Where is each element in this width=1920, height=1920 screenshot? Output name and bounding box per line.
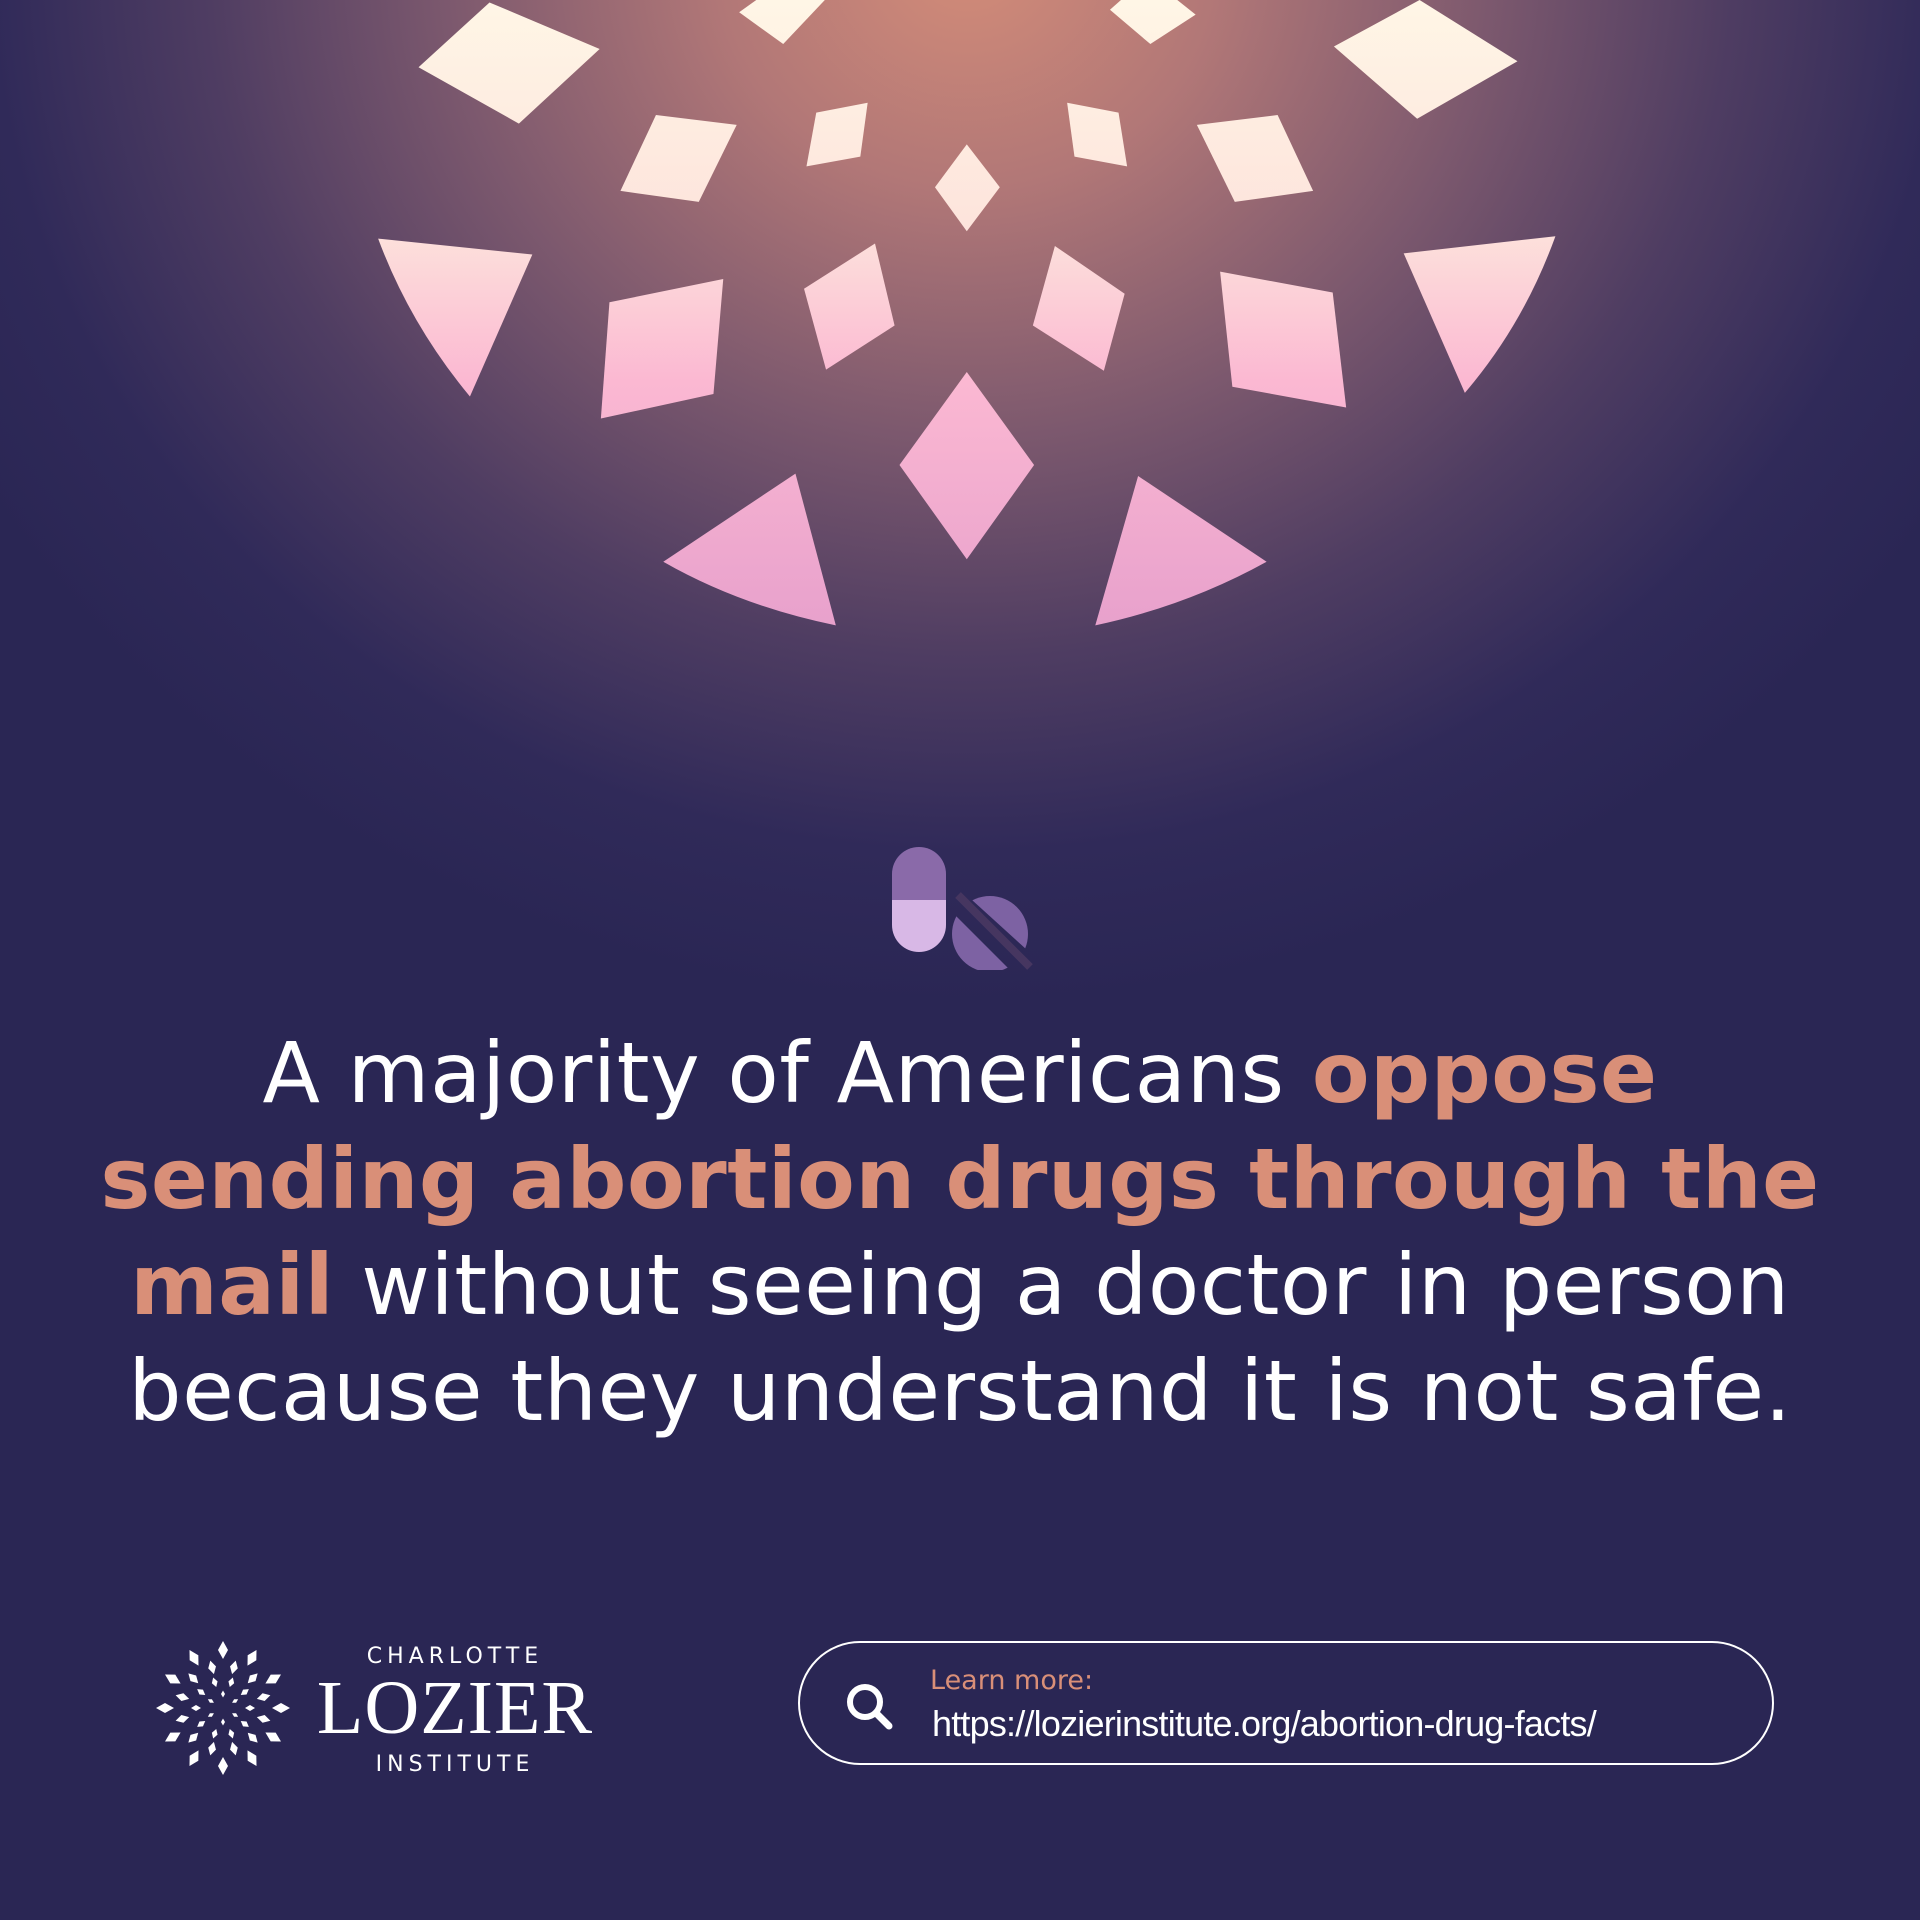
logo-mark-diamond (240, 1689, 249, 1696)
logo-mark-diamond (228, 1728, 235, 1739)
logo-mark-diamond (221, 1690, 225, 1698)
shape (739, 0, 825, 45)
shape (1067, 102, 1128, 167)
shape (600, 279, 724, 419)
logo-mark-diamond (256, 1693, 271, 1701)
headline-highlight: oppose sending abortion drugs through th… (100, 1024, 1820, 1334)
learn-more-url[interactable]: https://lozierinstitute.org/abortion-dru… (932, 1703, 1597, 1744)
shape (1196, 115, 1314, 202)
logo-mark-diamond (230, 1660, 238, 1675)
logo-mark-diamond (211, 1677, 218, 1688)
logo-mark-diamond (218, 1757, 228, 1775)
logo-mark-diamond (230, 1741, 238, 1756)
logo-mark-diamond (197, 1720, 206, 1727)
logo-mark-diamond (247, 1673, 258, 1684)
shape (1333, 0, 1518, 119)
search-icon (847, 1684, 893, 1730)
logo-mark-diamond (175, 1715, 190, 1723)
logo-mark-diamond (156, 1703, 174, 1713)
logo-mark-diamond (165, 1674, 181, 1684)
logo-mark-diamond (189, 1750, 199, 1766)
logo-mark-diamond (208, 1741, 216, 1756)
logo-mark-diamond (256, 1715, 271, 1723)
pills-icon (892, 847, 1033, 970)
shape (1403, 236, 1556, 393)
logo-mark-diamond (247, 1650, 257, 1666)
headline-text: A majority of Americans (262, 1024, 1312, 1122)
logo-mark-diamond (247, 1732, 258, 1743)
starburst-logo-icon (156, 1641, 290, 1775)
shape (804, 243, 895, 370)
logo-mark-diamond (208, 1660, 216, 1675)
shape (663, 473, 836, 626)
logo-line-lozier: LOZIER (316, 1666, 594, 1750)
logo-mark-diamond (207, 1713, 214, 1717)
logo-mark-diamond (232, 1713, 239, 1717)
learn-more-label: Learn more: (930, 1665, 1094, 1696)
shape (378, 238, 533, 397)
logo-mark-diamond (165, 1732, 181, 1742)
shape (1032, 245, 1125, 371)
shape (1109, 0, 1196, 45)
logo-mark-diamond (240, 1720, 249, 1727)
charlotte-lozier-logo[interactable]: CHARLOTTE LOZIER INSTITUTE (155, 1640, 605, 1780)
logo-mark-diamond (211, 1728, 218, 1739)
logo-mark-diamond (247, 1750, 257, 1766)
shape (1220, 271, 1347, 408)
headline-text: without seeing a doctor in person becaus… (128, 1236, 1792, 1440)
headline: A majority of Americans oppose sending a… (100, 1020, 1820, 1444)
shape (934, 144, 1000, 232)
logo-line-charlotte: CHARLOTTE (366, 1644, 544, 1669)
logo-mark-diamond (188, 1732, 199, 1743)
logo-mark-diamond (197, 1689, 206, 1696)
shape (806, 102, 868, 167)
logo-mark-diamond (245, 1705, 255, 1711)
logo-mark-diamond (175, 1693, 190, 1701)
learn-more-link[interactable]: Learn more: https://lozierinstitute.org/… (798, 1641, 1774, 1765)
logo-mark-diamond (228, 1677, 235, 1688)
logo-mark-diamond (207, 1699, 214, 1703)
shape (1095, 476, 1267, 626)
logo-mark-diamond (265, 1674, 281, 1684)
logo-mark-diamond (218, 1641, 228, 1659)
logo-mark-diamond (232, 1699, 239, 1703)
shape (899, 372, 1035, 560)
logo-line-institute: INSTITUTE (375, 1752, 535, 1777)
logo-mark-diamond (221, 1718, 225, 1726)
decorative-shapes (378, 0, 1556, 626)
logo-mark-diamond (188, 1673, 199, 1684)
logo-mark-diamond (191, 1705, 201, 1711)
logo-mark-diamond (272, 1703, 290, 1713)
logo-mark-diamond (265, 1732, 281, 1742)
logo-mark-diamond (189, 1650, 199, 1666)
shape (620, 115, 737, 202)
shape (418, 2, 600, 124)
